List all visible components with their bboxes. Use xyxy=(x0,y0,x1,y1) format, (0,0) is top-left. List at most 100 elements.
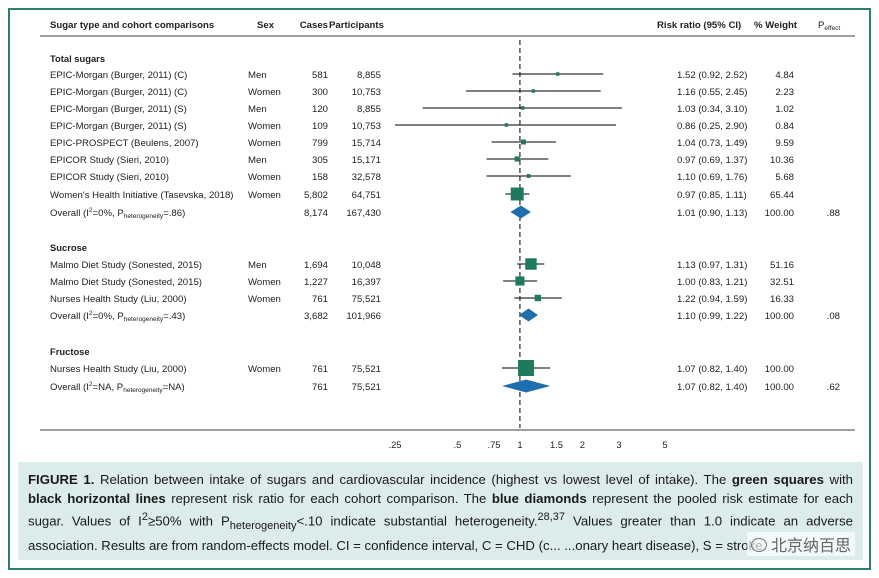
overall-label-part: =.86) xyxy=(163,208,185,219)
study-participants: 15,171 xyxy=(352,155,381,166)
overall-label-part: =0%, P xyxy=(93,208,124,219)
forest-plot: Sugar type and cohort comparisons Sex Case… xyxy=(40,20,855,450)
study-participants: 8,855 xyxy=(357,104,381,115)
study-weight: 9.59 xyxy=(775,138,794,149)
overall-label-part: 2 xyxy=(89,310,93,317)
study-name: Nurses Health Study (Liu, 2000) xyxy=(50,364,187,375)
point-estimate-square xyxy=(514,156,520,162)
caption-bold-1: green squares xyxy=(731,472,824,487)
study-participants: 16,397 xyxy=(352,277,381,288)
study-weight: 2.23 xyxy=(775,87,794,98)
study-weight: 51.16 xyxy=(770,260,794,271)
caption-text-1: Relation between intake of sugars and ca… xyxy=(94,472,732,487)
caption-text-6: <.10 indicate substantial heterogeneity. xyxy=(296,513,538,529)
overall-rr-text: 1.07 (0.82, 1.40) xyxy=(677,382,747,393)
study-participants: 15,714 xyxy=(352,138,382,149)
header-p-effect: Peffect xyxy=(818,20,840,32)
study-weight: 5.68 xyxy=(775,172,794,183)
x-tick-label: .25 xyxy=(388,439,401,450)
study-cases: 1,227 xyxy=(304,277,328,288)
study-sex: Women xyxy=(248,364,281,375)
point-estimate-square xyxy=(555,72,560,76)
overall-p-effect: .88 xyxy=(827,208,840,219)
overall-participants: 101,966 xyxy=(346,311,381,322)
overall-label-part: 2 xyxy=(89,207,93,214)
header-cases: Cases xyxy=(300,20,328,31)
overall-label-part: =.43) xyxy=(163,311,185,322)
study-participants: 64,751 xyxy=(352,190,381,201)
watermark: 北京纳百思 xyxy=(746,532,855,556)
study-rr-text: 1.00 (0.83, 1.21) xyxy=(677,277,747,288)
point-estimate-square xyxy=(510,187,524,201)
caption-refs: 28,37 xyxy=(537,511,566,523)
study-name: EPIC-PROSPECT (Beulens, 2007) xyxy=(50,138,199,149)
caption-text-4: represent the pooled risk estimate for e… xyxy=(28,491,853,529)
header-sugar: Sugar type and cohort comparisons xyxy=(50,20,214,31)
study-cases: 761 xyxy=(312,294,328,305)
study-rr-text: 1.04 (0.73, 1.49) xyxy=(677,138,747,149)
overall-label-part: =NA) xyxy=(163,382,185,393)
wechat-icon xyxy=(750,538,767,552)
caption-text-5: ≥50% with P xyxy=(147,513,230,529)
study-rr-text: 1.52 (0.92, 2.52) xyxy=(677,70,747,81)
overall-rr-text: 1.01 (0.90, 1.13) xyxy=(677,208,747,219)
study-cases: 799 xyxy=(312,138,328,149)
study-weight: 0.84 xyxy=(775,121,794,132)
header-p-effect-part: effect xyxy=(824,25,840,32)
pooled-diamond xyxy=(510,205,531,219)
study-participants: 75,521 xyxy=(352,364,381,375)
overall-label-part: heterogeneity xyxy=(123,387,163,394)
header-risk-ratio: Risk ratio (95% CI) xyxy=(657,20,741,31)
study-sex: Men xyxy=(248,70,267,81)
watermark-text: 北京纳百思 xyxy=(770,538,851,555)
study-sex: Women xyxy=(248,121,281,132)
study-participants: 8,855 xyxy=(357,70,381,81)
overall-cases: 3,682 xyxy=(304,311,328,322)
overall-label-part: heterogeneity xyxy=(124,213,164,220)
study-weight: 65.44 xyxy=(770,190,795,201)
study-participants: 10,753 xyxy=(352,87,381,98)
study-name: Nurses Health Study (Liu, 2000) xyxy=(50,294,187,305)
study-cases: 1,694 xyxy=(304,260,329,271)
caption-text-3: represent risk ratio for each cohort com… xyxy=(165,491,492,506)
study-sex: Women xyxy=(248,190,281,201)
overall-rr-text: 1.10 (0.99, 1.22) xyxy=(677,311,747,322)
x-tick-label: 1 xyxy=(517,439,522,450)
x-tick-label: .5 xyxy=(454,439,462,450)
study-name: EPIC-Morgan (Burger, 2011) (S) xyxy=(50,104,187,115)
study-participants: 75,521 xyxy=(352,294,381,305)
study-cases: 5,802 xyxy=(304,190,328,201)
study-participants: 32,578 xyxy=(352,172,381,183)
point-estimate-square xyxy=(520,106,525,110)
overall-label-part: =NA, P xyxy=(93,382,124,393)
group-label: Fructose xyxy=(50,346,90,357)
study-name: Women's Health Initiative (Tasevska, 201… xyxy=(50,190,233,201)
x-tick-label: 5 xyxy=(662,439,667,450)
point-estimate-square xyxy=(521,139,526,145)
point-estimate-square xyxy=(515,276,525,286)
study-rr-text: 0.97 (0.69, 1.37) xyxy=(677,155,747,166)
caption-text-2: with xyxy=(823,472,853,487)
study-participants: 10,753 xyxy=(352,121,381,132)
study-rr-text: 1.07 (0.82, 1.40) xyxy=(677,364,747,375)
study-cases: 120 xyxy=(312,104,328,115)
study-weight: 4.84 xyxy=(775,70,794,81)
header-weight: % Weight xyxy=(754,20,798,31)
overall-p-effect: .62 xyxy=(827,382,840,393)
pooled-diamond xyxy=(519,308,538,322)
caption-bold-2: black horizontal lines xyxy=(28,491,166,506)
study-sex: Women xyxy=(248,172,281,183)
overall-weight: 100.00 xyxy=(765,382,794,393)
study-rr-text: 0.86 (0.25, 2.90) xyxy=(677,121,747,132)
study-name: EPIC-Morgan (Burger, 2011) (C) xyxy=(50,87,187,98)
overall-label-part: Overall (I xyxy=(50,382,89,393)
overall-label-part: 2 xyxy=(89,381,93,388)
study-weight: 100.00 xyxy=(765,364,794,375)
overall-label-part: Overall (I xyxy=(50,311,89,322)
study-name: Malmo Diet Study (Sonested, 2015) xyxy=(50,260,202,271)
study-rr-text: 1.16 (0.55, 2.45) xyxy=(677,87,747,98)
caption-label: FIGURE 1. xyxy=(28,472,95,487)
study-sex: Women xyxy=(248,277,281,288)
study-sex: Men xyxy=(248,155,267,166)
point-estimate-square xyxy=(504,123,509,127)
